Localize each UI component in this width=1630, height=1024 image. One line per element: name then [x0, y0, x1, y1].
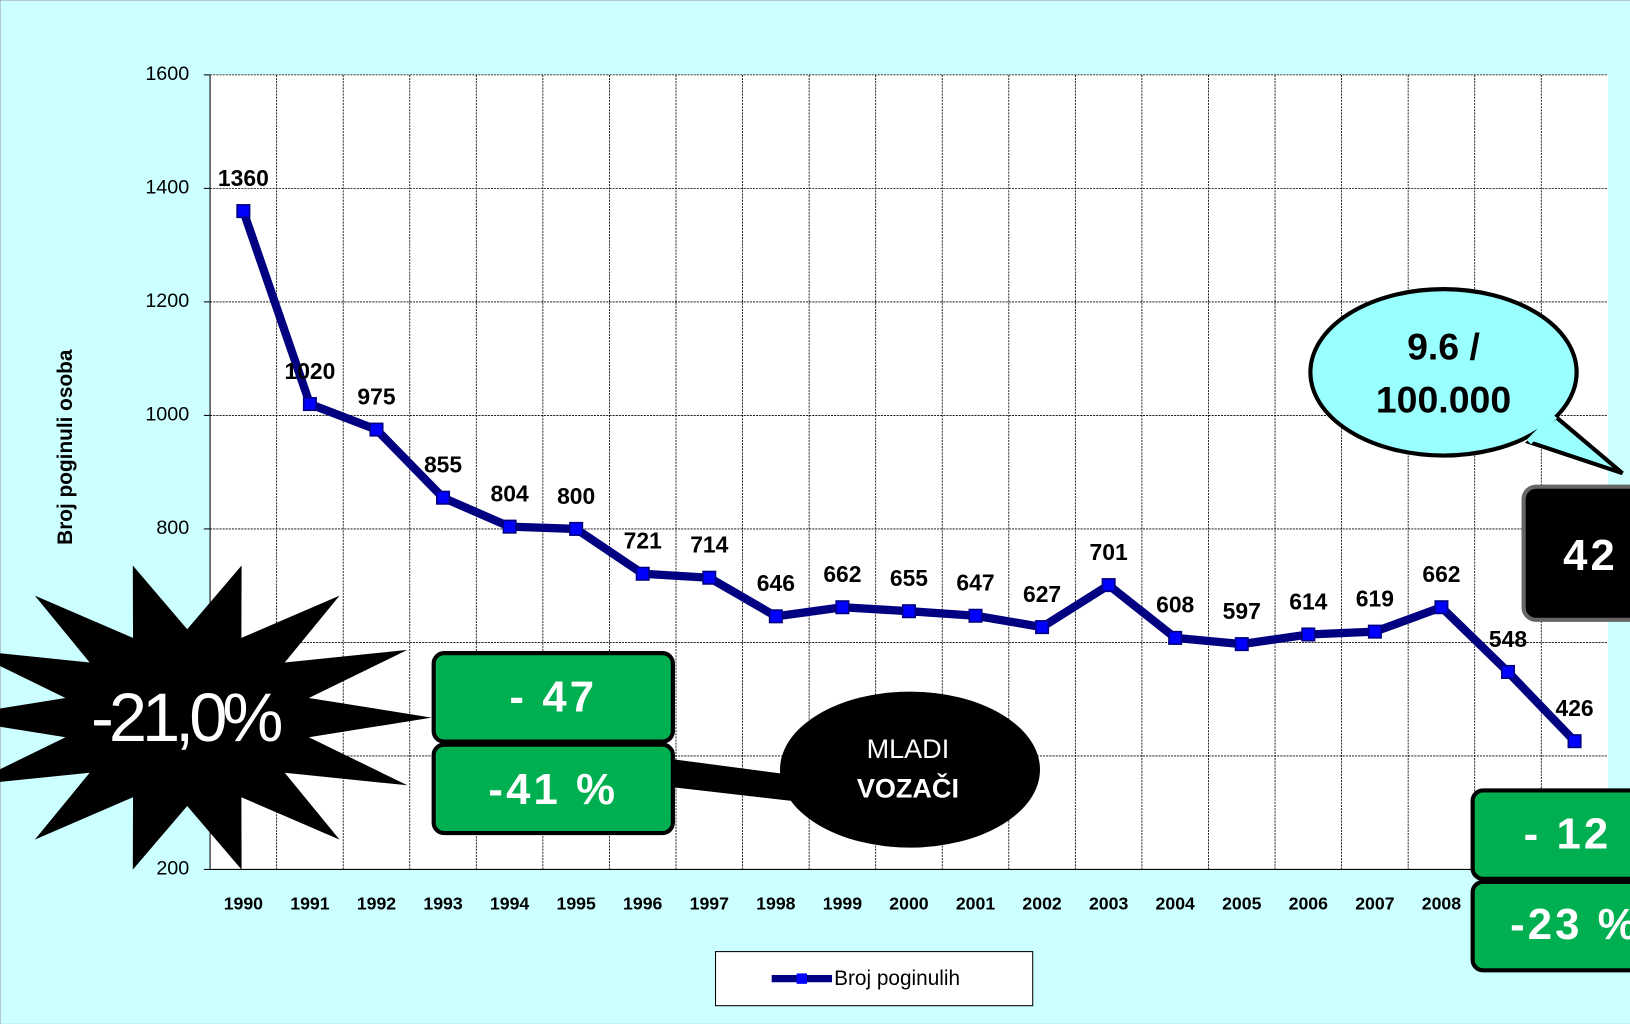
x-tick-label: 1999 [823, 893, 862, 913]
data-label: 548 [1489, 626, 1527, 652]
x-tick-label: 1998 [756, 893, 795, 913]
black-box [1521, 484, 1630, 622]
x-tick-label: 1990 [224, 893, 263, 913]
marker [635, 566, 650, 581]
x-tick-label: 1996 [623, 893, 662, 913]
marker [236, 204, 251, 219]
x-tick-label: 2008 [1422, 893, 1461, 913]
y-tick-label: 1000 [145, 404, 189, 426]
data-label: 721 [624, 528, 662, 554]
marker [768, 609, 783, 624]
x-tick-label: 2003 [1089, 893, 1128, 913]
marker [1234, 637, 1249, 652]
box-text: -41 % [488, 765, 618, 814]
data-label: 800 [557, 483, 595, 509]
green-box [431, 742, 675, 836]
marker [968, 608, 983, 623]
x-tick-label: 2007 [1355, 893, 1394, 913]
data-label: 619 [1356, 585, 1394, 611]
starburst [0, 565, 432, 870]
burst-text: -21,0% [91, 679, 283, 756]
marker [436, 490, 451, 505]
y-tick-label: 800 [156, 517, 189, 539]
y-tick-label: 1600 [145, 63, 189, 85]
data-label: 701 [1090, 539, 1128, 565]
x-tick-label: 1992 [357, 893, 396, 913]
x-tick-label: 1997 [690, 893, 729, 913]
x-tick-label: 1991 [290, 893, 329, 913]
marker [901, 604, 916, 619]
bubble-tail [672, 759, 791, 801]
data-label: 662 [823, 561, 861, 587]
data-label: 855 [424, 452, 462, 478]
x-tick-label: 2005 [1222, 893, 1261, 913]
box-text: - 12 [1524, 810, 1612, 859]
legend-box [714, 951, 1034, 1007]
data-label: 647 [956, 570, 994, 596]
marker [1500, 664, 1516, 679]
data-label: 655 [890, 565, 928, 591]
marker [1367, 624, 1382, 639]
box-text: - 47 [509, 672, 597, 721]
data-label: 426 [1555, 695, 1593, 721]
marker [1035, 620, 1050, 635]
data-label: 975 [357, 383, 395, 409]
callout-join [1526, 413, 1558, 445]
legend-marker [796, 973, 808, 984]
green-box [1470, 879, 1630, 973]
bubble-text: VOZAČI [857, 773, 959, 804]
data-label: 1020 [284, 358, 335, 384]
marker [369, 422, 384, 437]
marker [302, 397, 317, 412]
marker [1567, 734, 1582, 749]
marker [835, 600, 850, 615]
x-tick-label: 2002 [1022, 893, 1061, 913]
x-tick-label: 1993 [423, 893, 462, 913]
marker [502, 519, 517, 534]
data-label: 608 [1156, 592, 1194, 618]
marker [1101, 578, 1116, 593]
callout-text: 100.000 [1376, 378, 1511, 420]
bubble-text: MLADI [867, 734, 950, 764]
data-label: 1360 [218, 165, 269, 191]
callout [1308, 287, 1579, 458]
speech-bubble [780, 691, 1040, 848]
data-label: 804 [491, 480, 529, 506]
green-box [1470, 788, 1630, 881]
y-axis-label: Broj poginuli osoba [54, 349, 77, 545]
marker [1168, 630, 1183, 645]
marker [1301, 627, 1316, 642]
data-label: 627 [1023, 581, 1061, 607]
callout-text: 9.6 / [1407, 325, 1480, 367]
marker [1434, 600, 1449, 615]
marker [569, 521, 584, 536]
y-tick-label: 200 [156, 858, 189, 880]
data-label: 597 [1223, 598, 1261, 624]
x-tick-label: 1994 [490, 893, 529, 913]
data-label: 614 [1289, 588, 1327, 614]
data-label: 714 [690, 532, 728, 558]
x-tick-label: 2001 [956, 893, 995, 913]
black-box-text: 42 [1563, 531, 1618, 580]
x-tick-label: 1995 [556, 893, 595, 913]
box-text: -23 % [1510, 900, 1630, 949]
data-label: 662 [1422, 561, 1460, 587]
x-tick-label: 2004 [1156, 893, 1195, 913]
x-tick-label: 2000 [889, 893, 928, 913]
y-tick-label: 1200 [145, 290, 189, 312]
data-label: 646 [757, 570, 795, 596]
legend-label: Broj poginulih [834, 967, 960, 990]
legend: Broj poginulih [714, 951, 1034, 1007]
x-tick-label: 2006 [1289, 893, 1328, 913]
marker [702, 570, 717, 585]
green-box [431, 651, 675, 744]
annotations: -21,0% - 47 -41 % MLADI VOZAČI 9.6 / 100… [0, 287, 1630, 973]
y-tick-label: 1400 [145, 177, 189, 199]
